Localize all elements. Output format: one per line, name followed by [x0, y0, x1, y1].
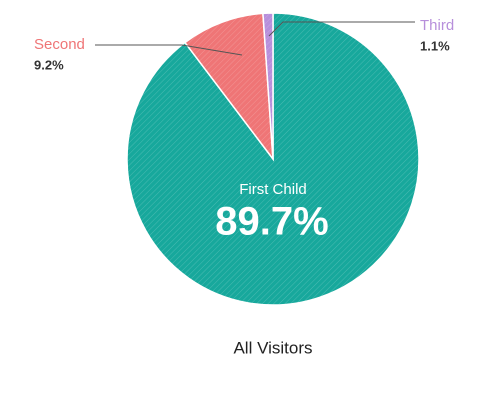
leader-line — [95, 44, 243, 56]
slice-value: 1.1% — [420, 38, 450, 53]
slice-value: 9.2% — [34, 57, 64, 72]
chart-caption: All Visitors — [233, 338, 312, 357]
slice-hatch — [184, 13, 273, 160]
slice-label: Second — [34, 36, 85, 53]
slice-label: First Child — [239, 181, 307, 198]
slice-hatch — [262, 13, 273, 159]
slice-label: Third — [420, 17, 454, 34]
leader-line — [268, 21, 415, 37]
slice-value: 89.7% — [215, 200, 328, 244]
pie — [126, 12, 420, 306]
